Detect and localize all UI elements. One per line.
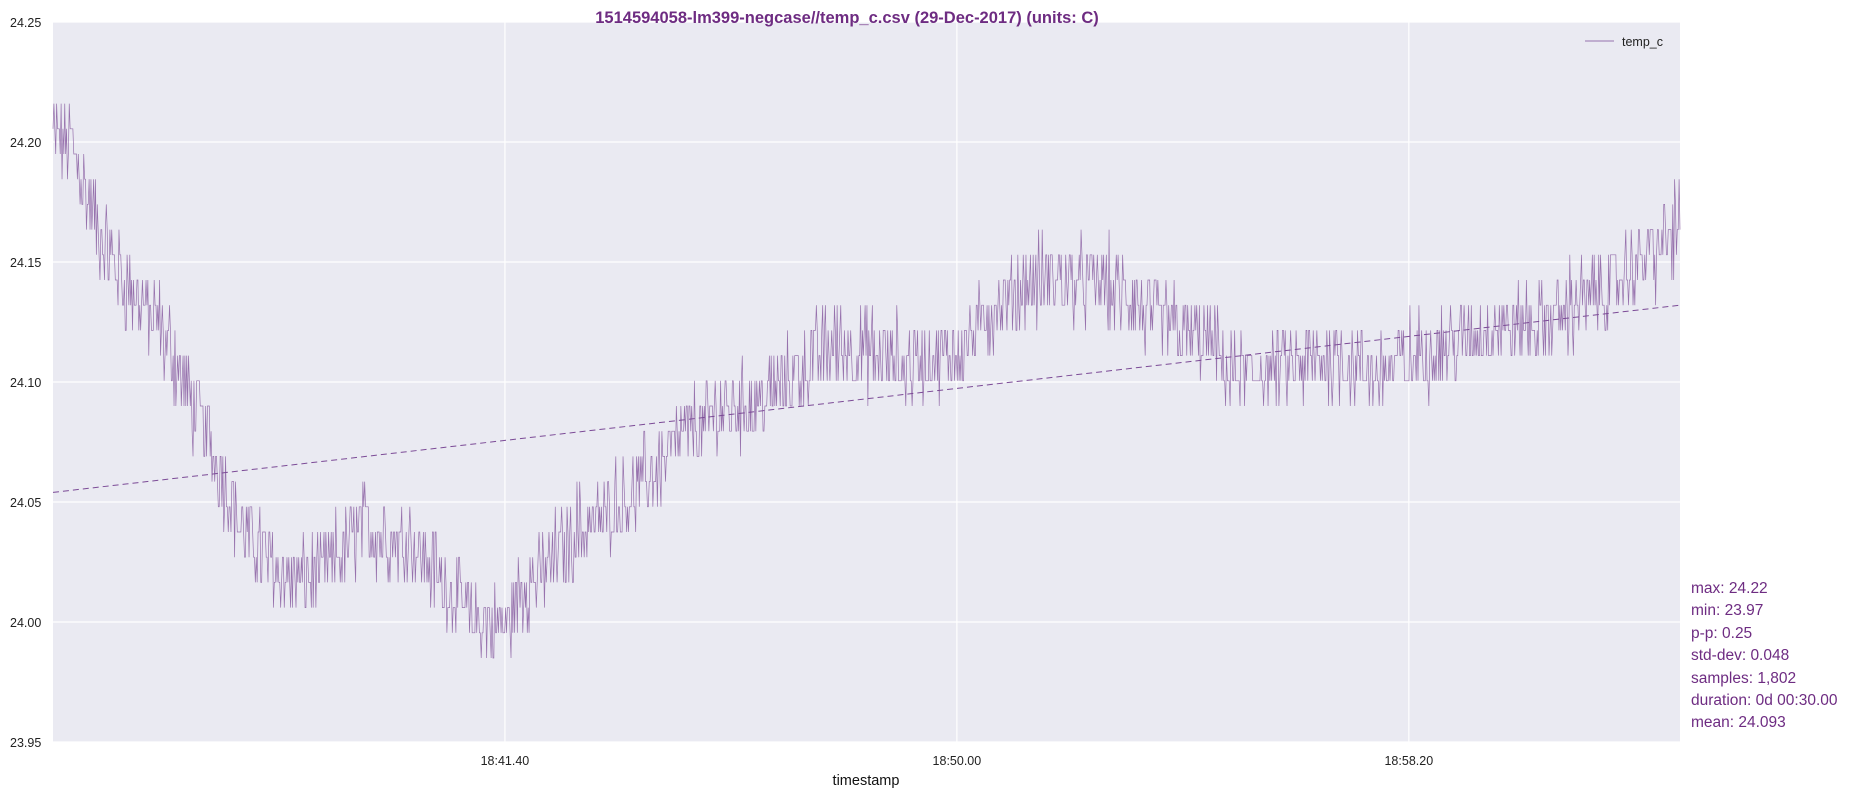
stats-panel: max: 24.22 min: 23.97 p-p: 0.25 std-dev:…	[1691, 578, 1838, 735]
x-axis: 18:41.40 18:50.00 18:58.20	[481, 754, 1434, 768]
stat-duration: duration: 0d 00:30.00	[1691, 692, 1838, 710]
stat-p-p: p-p: 0.25	[1691, 624, 1753, 642]
y-tick-label: 23.95	[10, 736, 41, 750]
y-tick-label: 24.25	[10, 16, 41, 30]
stat-std-dev: std-dev: 0.048	[1691, 647, 1790, 665]
grid	[53, 21, 1680, 743]
y-tick-label: 24.00	[10, 616, 41, 630]
y-tick-label: 24.15	[10, 256, 41, 270]
legend-label-temp_c: temp_c	[1622, 35, 1663, 49]
trend-line	[52, 304, 1681, 493]
stat-min: min: 23.97	[1691, 602, 1764, 620]
x-tick-label: 18:50.00	[933, 754, 982, 768]
legend: temp_c	[1585, 35, 1663, 49]
y-tick-label: 24.10	[10, 376, 41, 390]
stat-mean: mean: 24.093	[1691, 714, 1786, 732]
x-tick-label: 18:58.20	[1384, 754, 1433, 768]
x-tick-label: 18:41.40	[481, 754, 530, 768]
y-tick-label: 24.05	[10, 496, 41, 510]
chart-title: 1514594058-lm399-negcase//temp_c.csv (29…	[595, 9, 1099, 27]
stat-max: max: 24.22	[1691, 580, 1768, 597]
x-axis-label: timestamp	[833, 773, 900, 789]
y-tick-label: 24.20	[10, 136, 41, 150]
series-layer	[52, 103, 1681, 659]
stat-samples: samples: 1,802	[1691, 669, 1797, 687]
series-line-temp_c	[52, 103, 1681, 659]
y-axis: 24.25 24.20 24.15 24.10 24.05 24.00 23.95	[10, 16, 41, 750]
